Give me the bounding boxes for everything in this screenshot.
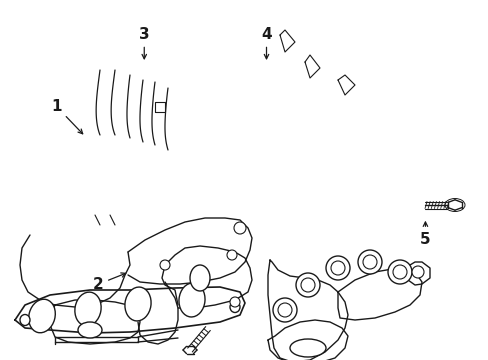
Circle shape xyxy=(295,273,319,297)
Circle shape xyxy=(362,255,376,269)
Circle shape xyxy=(226,250,237,260)
Circle shape xyxy=(272,298,296,322)
Text: 5: 5 xyxy=(419,222,430,247)
Circle shape xyxy=(234,222,245,234)
Ellipse shape xyxy=(78,322,102,338)
Text: 3: 3 xyxy=(139,27,149,59)
Polygon shape xyxy=(337,75,354,95)
Ellipse shape xyxy=(124,287,151,321)
Circle shape xyxy=(392,265,406,279)
Polygon shape xyxy=(404,262,429,285)
Circle shape xyxy=(160,260,170,270)
Circle shape xyxy=(325,256,349,280)
Circle shape xyxy=(229,297,240,307)
Polygon shape xyxy=(337,268,421,320)
Polygon shape xyxy=(305,55,319,78)
Text: 2: 2 xyxy=(92,273,125,292)
Text: 1: 1 xyxy=(51,99,82,134)
Circle shape xyxy=(278,303,291,317)
Polygon shape xyxy=(280,30,294,52)
Polygon shape xyxy=(267,320,347,360)
Ellipse shape xyxy=(29,299,55,333)
Polygon shape xyxy=(162,246,251,308)
Circle shape xyxy=(330,261,345,275)
Ellipse shape xyxy=(229,301,240,312)
Ellipse shape xyxy=(20,315,30,325)
Text: 4: 4 xyxy=(261,27,271,59)
Ellipse shape xyxy=(75,292,101,326)
Circle shape xyxy=(411,266,423,278)
Ellipse shape xyxy=(179,283,204,317)
Ellipse shape xyxy=(190,265,209,291)
Ellipse shape xyxy=(289,339,325,357)
Polygon shape xyxy=(267,260,347,360)
Polygon shape xyxy=(50,300,140,344)
Circle shape xyxy=(301,278,314,292)
Circle shape xyxy=(387,260,411,284)
Circle shape xyxy=(357,250,381,274)
